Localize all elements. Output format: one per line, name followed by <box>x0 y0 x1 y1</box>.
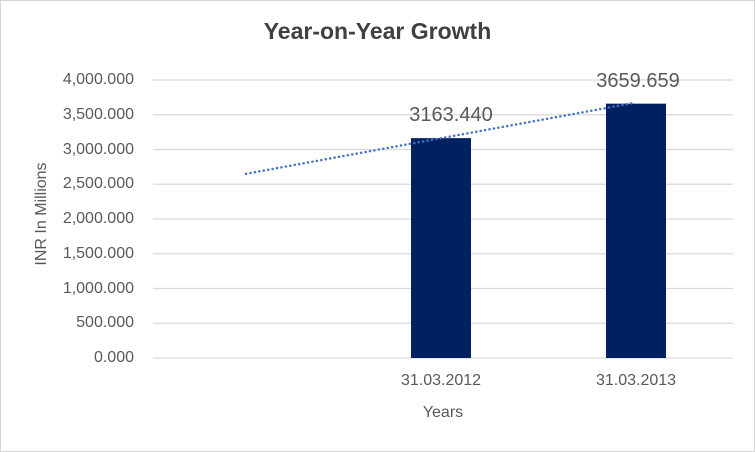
y-tick-label: 3,500.000 <box>62 105 134 123</box>
y-tick-label: 500.000 <box>76 314 134 332</box>
x-category-label: 31.03.2013 <box>595 372 677 389</box>
bar-data-label: 3163.440 <box>409 104 493 127</box>
y-tick-label: 2,500.000 <box>62 175 134 193</box>
y-tick-label: 1,500.000 <box>62 244 134 262</box>
bar-31.03.2013[interactable] <box>606 103 666 358</box>
x-axis-title: Years <box>422 404 464 421</box>
y-tick-label: 1,000.000 <box>62 279 134 297</box>
x-category-label: 31.03.2012 <box>400 372 482 389</box>
y-tick-label: 0.000 <box>93 349 134 366</box>
trendline-dotted[interactable] <box>244 101 636 176</box>
y-tick-label: 2,000.000 <box>62 210 134 227</box>
y-tick-label: 4,000.000 <box>62 71 134 88</box>
y-tick-label: 3,000.000 <box>62 140 134 158</box>
chart-title: Year-on-Year Growth <box>263 18 492 44</box>
bar-31.03.2012[interactable] <box>411 138 471 358</box>
bar-data-label: 3659.659 <box>596 69 680 92</box>
